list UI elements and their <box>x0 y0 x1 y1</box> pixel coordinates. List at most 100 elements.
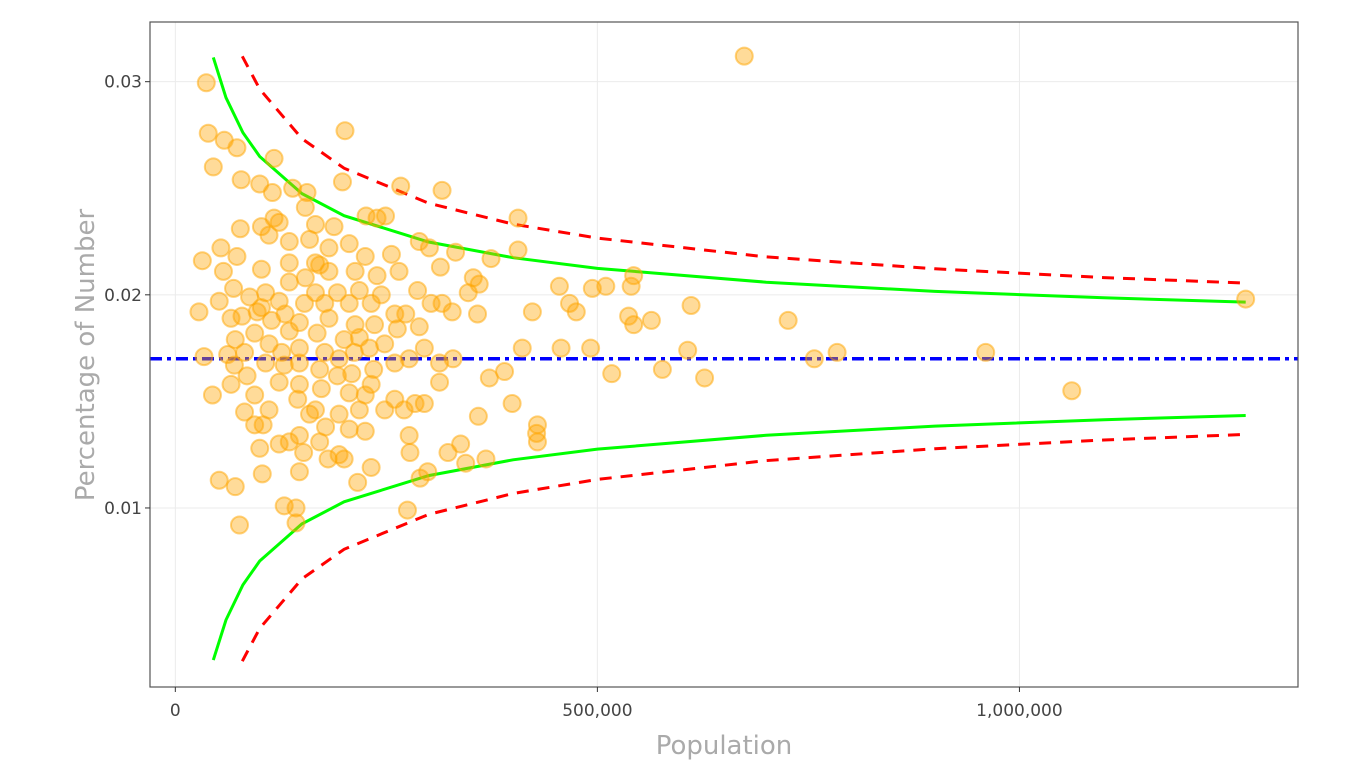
data-point <box>245 385 265 405</box>
data-point <box>231 170 251 190</box>
data-point <box>349 281 369 301</box>
data-point <box>319 238 339 258</box>
outer-limit-lower <box>240 432 1246 662</box>
data-point <box>262 183 282 203</box>
data-point <box>468 304 488 324</box>
data-point <box>641 310 661 330</box>
x-tick-label: 500,000 <box>562 701 632 721</box>
data-point <box>209 470 229 490</box>
data-point <box>385 304 405 324</box>
data-point <box>400 443 420 463</box>
data-points <box>189 46 1256 535</box>
data-point <box>209 291 229 311</box>
data-point <box>602 364 622 384</box>
data-point <box>294 293 314 313</box>
data-point <box>279 232 299 252</box>
data-point <box>1062 381 1082 401</box>
inner-limit-lower <box>211 414 1246 661</box>
data-point <box>375 334 395 354</box>
data-point <box>256 353 276 373</box>
data-point <box>225 330 245 350</box>
data-point <box>288 389 308 409</box>
data-point <box>624 315 644 335</box>
data-point <box>446 242 466 262</box>
data-point <box>551 338 571 358</box>
data-point <box>305 214 325 234</box>
data-point <box>252 464 272 484</box>
data-point <box>361 457 381 477</box>
data-point <box>264 208 284 228</box>
data-point <box>409 232 429 252</box>
data-point <box>235 402 255 422</box>
data-point <box>259 400 279 420</box>
data-point <box>251 259 271 279</box>
data-point <box>192 251 212 271</box>
data-point <box>211 238 231 258</box>
data-point <box>339 419 359 439</box>
data-point <box>430 372 450 392</box>
data-point <box>409 317 429 337</box>
data-point <box>397 500 417 520</box>
data-point <box>596 276 616 296</box>
data-point <box>527 432 547 452</box>
data-point <box>319 308 339 328</box>
data-point <box>203 157 223 177</box>
data-point <box>389 261 409 281</box>
data-point <box>247 302 267 322</box>
data-point <box>385 353 405 373</box>
data-point <box>778 310 798 330</box>
data-point <box>339 234 359 254</box>
data-point <box>279 272 299 292</box>
data-point <box>355 385 375 405</box>
data-point <box>414 338 434 358</box>
data-point <box>410 468 430 488</box>
data-point <box>391 176 411 196</box>
data-point <box>283 178 303 198</box>
data-point <box>443 349 463 369</box>
data-point <box>481 249 501 269</box>
data-point <box>310 432 330 452</box>
data-point <box>297 183 317 203</box>
data-point <box>479 368 499 388</box>
data-point <box>408 281 428 301</box>
data-point <box>621 276 641 296</box>
data-point <box>324 217 344 237</box>
data-point <box>311 379 331 399</box>
data-point <box>221 374 241 394</box>
data-point <box>310 359 330 379</box>
data-point <box>229 515 249 535</box>
data-point <box>365 315 385 335</box>
data-point <box>339 383 359 403</box>
data-point <box>213 261 233 281</box>
data-point <box>367 208 387 228</box>
data-point <box>349 327 369 347</box>
data-point <box>381 244 401 264</box>
data-point <box>394 400 414 420</box>
data-point <box>442 302 462 322</box>
data-point <box>329 404 349 424</box>
data-point <box>295 268 315 288</box>
data-point <box>279 253 299 273</box>
y-tick-label: 0.02 <box>104 286 142 306</box>
data-point <box>221 308 241 328</box>
data-point <box>512 338 532 358</box>
data-point <box>194 347 214 367</box>
data-point <box>286 513 306 533</box>
data-point <box>355 421 375 441</box>
data-point <box>225 477 245 497</box>
data-point <box>237 366 257 386</box>
data-point <box>294 443 314 463</box>
data-point <box>652 359 672 379</box>
gridlines <box>150 22 1298 687</box>
data-point <box>275 304 295 324</box>
data-point <box>375 400 395 420</box>
data-point <box>289 374 309 394</box>
data-point <box>327 283 347 303</box>
data-point <box>305 253 325 273</box>
data-point <box>502 394 522 414</box>
data-point <box>335 121 355 141</box>
data-point <box>695 368 715 388</box>
data-point <box>224 278 244 298</box>
data-point <box>224 355 244 375</box>
